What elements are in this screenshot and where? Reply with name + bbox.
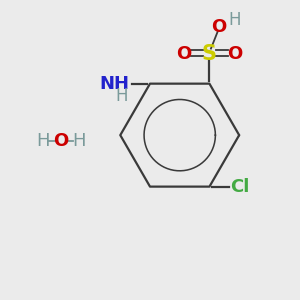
Text: Cl: Cl xyxy=(230,178,250,196)
Text: NH: NH xyxy=(99,75,129,93)
Text: S: S xyxy=(202,44,217,64)
Text: O: O xyxy=(177,45,192,63)
Text: H: H xyxy=(229,11,241,29)
Text: O: O xyxy=(211,18,226,36)
Text: O: O xyxy=(227,45,242,63)
Text: H: H xyxy=(72,132,86,150)
Text: H: H xyxy=(36,132,50,150)
Text: H: H xyxy=(115,86,128,104)
Text: O: O xyxy=(53,132,68,150)
